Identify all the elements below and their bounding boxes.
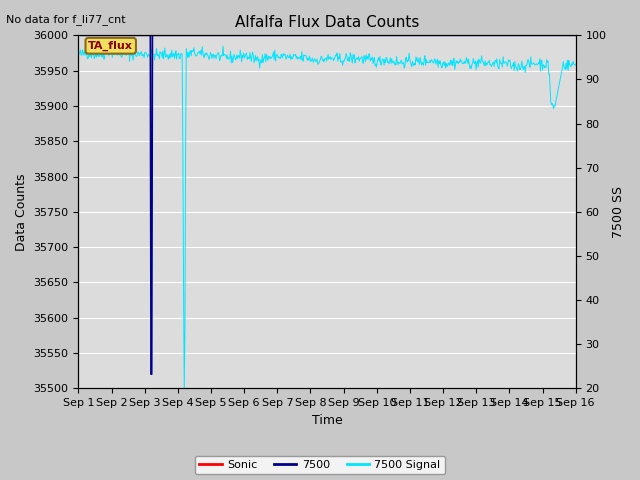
Text: TA_flux: TA_flux [88, 41, 133, 51]
Text: No data for f_li77_cnt: No data for f_li77_cnt [6, 14, 126, 25]
Title: Alfalfa Flux Data Counts: Alfalfa Flux Data Counts [235, 15, 419, 30]
X-axis label: Time: Time [312, 414, 342, 427]
Y-axis label: 7500 SS: 7500 SS [612, 186, 625, 238]
Legend: Sonic, 7500, 7500 Signal: Sonic, 7500, 7500 Signal [195, 456, 445, 474]
Y-axis label: Data Counts: Data Counts [15, 173, 28, 251]
